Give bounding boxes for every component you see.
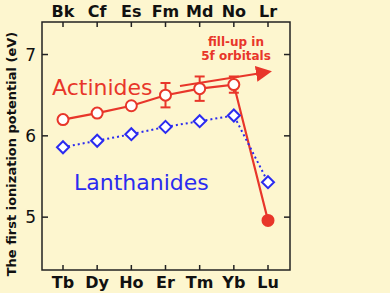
- y-tick: [42, 135, 48, 137]
- x-top-tick: [131, 22, 133, 27]
- error-cap: [195, 100, 205, 102]
- x-tick: [233, 265, 235, 270]
- annotation: 5f orbitals: [201, 49, 271, 63]
- x-tick-label: Lu: [257, 273, 279, 292]
- error-cap: [161, 82, 171, 84]
- plot-frame: [42, 22, 290, 270]
- x-tick-label: Dy: [85, 273, 109, 292]
- x-tick: [131, 265, 133, 270]
- annotation: fill-up in: [208, 35, 264, 49]
- point: [194, 83, 205, 94]
- y-tick-right: [284, 216, 290, 218]
- error-cap: [229, 92, 239, 94]
- y-tick: [42, 54, 48, 56]
- series-label: Actinides: [52, 75, 153, 100]
- error-bar: [161, 83, 171, 107]
- x-tick-label: Yb: [221, 273, 245, 292]
- y-tick-label: 5: [25, 207, 36, 227]
- y-tick-label: 6: [25, 126, 36, 146]
- point: [91, 135, 103, 147]
- point: [126, 100, 137, 111]
- point: [57, 141, 69, 153]
- x-top-tick-label: Lr: [259, 2, 277, 21]
- point: [262, 176, 274, 188]
- x-top-tick: [267, 22, 269, 27]
- x-top-tick: [96, 22, 98, 27]
- x-tick-label: Ho: [119, 273, 143, 292]
- point: [92, 108, 103, 119]
- point: [194, 115, 206, 127]
- annotation-arrow: [180, 72, 268, 86]
- x-top-tick-label: Md: [186, 2, 213, 21]
- x-tick: [199, 265, 201, 270]
- x-top-tick-label: Cf: [88, 2, 108, 21]
- x-tick-label: Tb: [52, 273, 74, 292]
- point: [228, 110, 240, 122]
- x-tick-label: Er: [156, 273, 175, 292]
- x-top-tick-label: No: [222, 2, 246, 21]
- x-top-tick-label: Es: [121, 2, 141, 21]
- x-tick: [96, 265, 98, 270]
- x-top-tick: [199, 22, 201, 27]
- x-top-tick: [165, 22, 167, 27]
- series-label: Lanthanides: [74, 170, 209, 195]
- y-tick-right: [284, 135, 290, 137]
- point: [160, 90, 171, 101]
- error-cap: [195, 75, 205, 77]
- y-tick-right: [284, 54, 290, 56]
- x-top-tick-label: Fm: [152, 2, 180, 21]
- point: [58, 114, 69, 125]
- point: [228, 79, 239, 90]
- x-top-tick: [233, 22, 235, 27]
- point: [125, 128, 137, 140]
- x-tick: [267, 265, 269, 270]
- x-tick: [62, 265, 64, 270]
- error-cap: [161, 106, 171, 108]
- x-tick: [165, 265, 167, 270]
- y-tick-label: 7: [25, 45, 36, 65]
- error-bar: [195, 76, 205, 100]
- point: [160, 121, 172, 133]
- y-axis-label: The first ionization potential (eV): [4, 32, 19, 277]
- x-top-tick: [62, 22, 64, 27]
- y-tick: [42, 216, 48, 218]
- x-tick-label: Tm: [186, 273, 214, 292]
- chart: 5 6 7 Tb Dy Ho Er Tm Yb Lu Bk Cf Es Fm Md No Lr The first…: [0, 0, 390, 293]
- x-top-tick-label: Bk: [52, 2, 75, 21]
- point: [263, 215, 274, 226]
